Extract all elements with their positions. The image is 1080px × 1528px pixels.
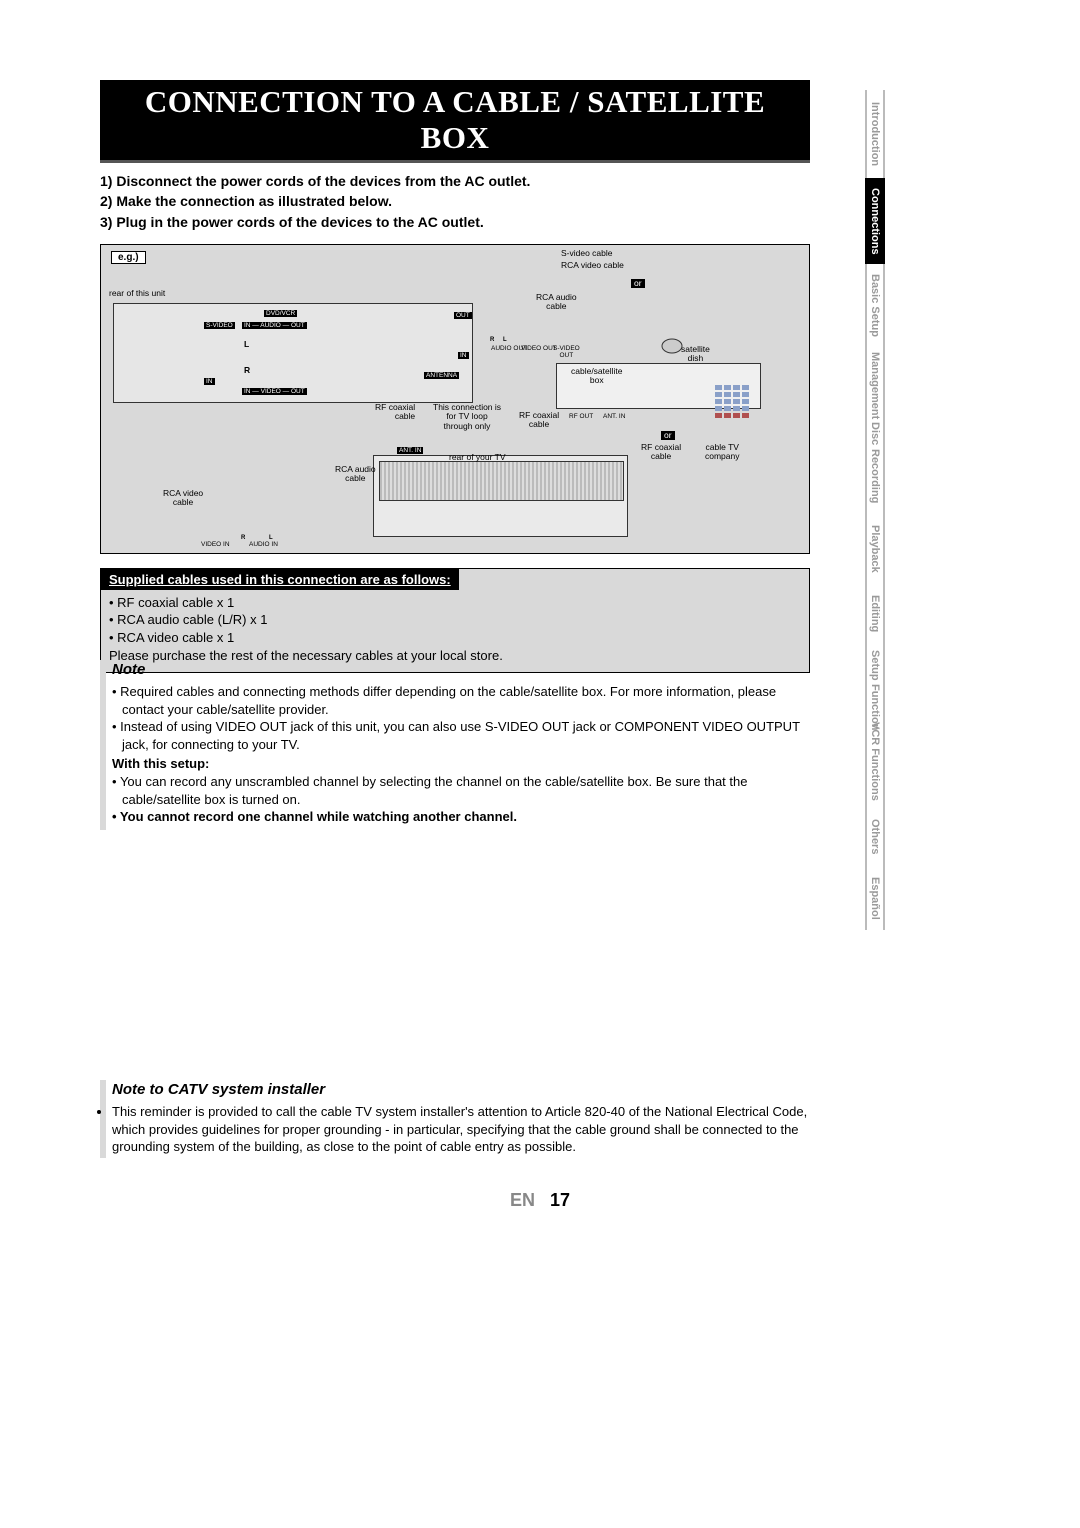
label-ant-in-2: ANT. IN <box>603 413 625 420</box>
step-3: 3) Plug in the power cords of the device… <box>100 212 810 232</box>
label-audio-l: L <box>503 337 507 344</box>
label-audio-io: IN — AUDIO — OUT <box>242 322 307 329</box>
tab-recording[interactable]: Recording <box>865 438 885 514</box>
note-block: Note Required cables and connecting meth… <box>112 660 810 826</box>
label-video-io: IN — VIDEO — OUT <box>242 388 307 395</box>
cables-heading: Supplied cables used in this connection … <box>101 569 459 590</box>
label-cable-sat-box: cable/satellite box <box>571 367 623 386</box>
label-r: R <box>244 366 250 375</box>
tab-espanol[interactable]: Español <box>865 866 885 930</box>
label-cable-tv-company: cable TV company <box>705 443 740 462</box>
label-or-2: or <box>661 431 675 440</box>
label-svideo: S-VIDEO <box>204 322 235 329</box>
unit-rear-panel: DVD/VCR S-VIDEO IN — AUDIO — OUT L R OUT… <box>113 303 473 403</box>
label-rf-coax-3: RF coaxial cable <box>641 443 681 462</box>
tab-editing[interactable]: Editing <box>865 584 885 644</box>
label-rca-video-2: RCA video cable <box>163 489 203 508</box>
footer-lang: EN <box>510 1190 535 1210</box>
label-l-2: L <box>269 535 273 542</box>
label-rca-video-cable: RCA video cable <box>561 261 624 270</box>
label-audio-in: AUDIO IN <box>249 541 278 548</box>
label-svideo-cable: S-video cable <box>561 249 613 258</box>
label-rca-audio-cable: RCA audio cable <box>536 293 577 312</box>
tv-rear-panel <box>373 455 628 537</box>
tab-introduction[interactable]: Introduction <box>865 90 885 178</box>
label-rear-unit: rear of this unit <box>109 289 165 298</box>
label-dvd-vcr: DVD/VCR <box>264 310 297 317</box>
supplied-cables-box: Supplied cables used in this connection … <box>100 568 810 673</box>
cable-item-3: • RCA video cable x 1 <box>109 629 801 647</box>
label-rf-out: RF OUT <box>569 413 593 420</box>
label-r-2: R <box>241 535 245 542</box>
step-1: 1) Disconnect the power cords of the dev… <box>100 171 810 191</box>
note-bullet-4: • You cannot record one channel while wa… <box>112 808 810 826</box>
tab-disc-b: Disc <box>869 422 881 445</box>
tab-others[interactable]: Others <box>865 808 885 866</box>
tab-function-setup[interactable]: Setup Function <box>865 644 885 714</box>
page-footer: EN 17 <box>0 1190 1080 1211</box>
label-video-in: VIDEO IN <box>201 541 230 548</box>
footer-page-number: 17 <box>550 1190 570 1210</box>
catv-note-block: Note to CATV system installer This remin… <box>112 1080 810 1156</box>
tab-playback[interactable]: Playback <box>865 514 885 584</box>
label-rear-tv: rear of your TV <box>449 453 506 462</box>
tab-connections[interactable]: Connections <box>865 178 885 264</box>
label-or-1: or <box>631 279 645 288</box>
label-rca-audio-2: RCA audio cable <box>335 465 376 484</box>
note-bullet-2: Instead of using VIDEO OUT jack of this … <box>112 718 810 753</box>
label-in-antenna: IN <box>458 352 469 359</box>
note-heading: Note <box>112 660 810 680</box>
label-antenna: ANTENNA <box>424 372 459 379</box>
label-rf-coax-1: RF coaxial cable <box>375 403 415 422</box>
connection-diagram: e.g.) S-video cable RCA video cable or R… <box>100 244 810 554</box>
label-rf-coax-2: RF coaxial cable <box>519 411 559 430</box>
eg-label: e.g.) <box>111 251 146 264</box>
label-satellite-dish: satellite dish <box>681 345 710 364</box>
label-in-bl: IN <box>204 378 215 385</box>
section-tabs: Introduction Connections Basic Setup Man… <box>865 90 885 930</box>
cable-item-2: • RCA audio cable (L/R) x 1 <box>109 611 801 629</box>
catv-body: This reminder is provided to call the ca… <box>112 1103 810 1156</box>
label-audio-r: R <box>490 337 494 344</box>
note-sidebar <box>100 660 106 830</box>
page-title: CONNECTION TO A CABLE / SATELLITE BOX <box>100 80 810 163</box>
cable-item-1: • RF coaxial cable x 1 <box>109 594 801 612</box>
step-2: 2) Make the connection as illustrated be… <box>100 191 810 211</box>
note-bullet-1: Required cables and connecting methods d… <box>112 683 810 718</box>
tab-basic-setup[interactable]: Basic Setup <box>865 264 885 346</box>
with-this-setup: With this setup: <box>112 755 810 773</box>
tab-vcr-functions[interactable]: VCR Functions <box>865 714 885 808</box>
label-ant-in: ANT. IN <box>397 447 423 454</box>
setup-steps: 1) Disconnect the power cords of the dev… <box>100 171 810 232</box>
label-out: OUT <box>454 312 472 319</box>
cable-company-icon <box>715 385 749 418</box>
label-svideo-out: S-VIDEO OUT <box>553 345 580 359</box>
tab-disc-management[interactable]: Management Disc <box>865 346 885 438</box>
tab-disc-a: Management <box>869 352 881 419</box>
label-audio-out: AUDIO OUT <box>491 345 527 352</box>
satellite-dish-icon <box>659 333 685 359</box>
tab-fs-b: Setup <box>869 650 881 681</box>
catv-heading: Note to CATV system installer <box>112 1080 810 1100</box>
label-l: L <box>244 340 249 349</box>
label-this-connection: This connection is for TV loop through o… <box>433 403 501 431</box>
note-bullet-3: You can record any unscrambled channel b… <box>112 773 810 808</box>
